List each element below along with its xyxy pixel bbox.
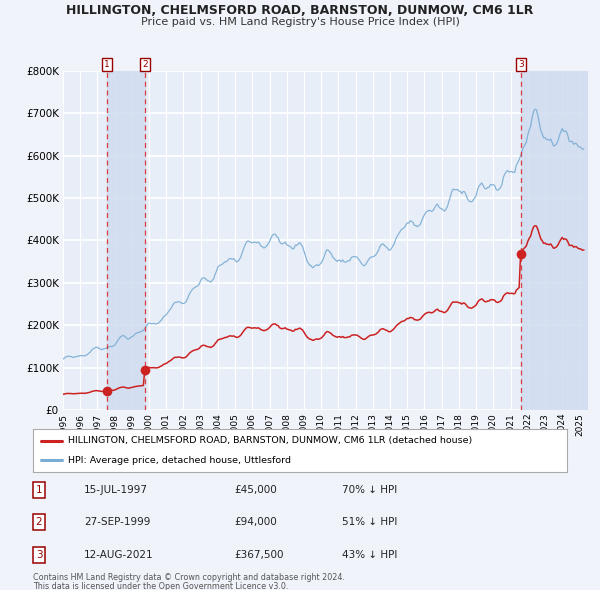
Text: 12-AUG-2021: 12-AUG-2021 xyxy=(84,550,154,559)
Text: 27-SEP-1999: 27-SEP-1999 xyxy=(84,517,151,527)
Bar xyxy=(521,71,588,410)
Text: This data is licensed under the Open Government Licence v3.0.: This data is licensed under the Open Gov… xyxy=(33,582,289,590)
Text: 51% ↓ HPI: 51% ↓ HPI xyxy=(342,517,397,527)
Text: Contains HM Land Registry data © Crown copyright and database right 2024.: Contains HM Land Registry data © Crown c… xyxy=(33,573,345,582)
Text: 2: 2 xyxy=(35,517,43,527)
Text: 43% ↓ HPI: 43% ↓ HPI xyxy=(342,550,397,559)
Text: 2: 2 xyxy=(142,60,148,69)
Bar xyxy=(107,71,145,410)
Text: 70% ↓ HPI: 70% ↓ HPI xyxy=(342,485,397,494)
Text: HILLINGTON, CHELMSFORD ROAD, BARNSTON, DUNMOW, CM6 1LR (detached house): HILLINGTON, CHELMSFORD ROAD, BARNSTON, D… xyxy=(68,436,472,445)
Text: £94,000: £94,000 xyxy=(234,517,277,527)
Text: HILLINGTON, CHELMSFORD ROAD, BARNSTON, DUNMOW, CM6 1LR: HILLINGTON, CHELMSFORD ROAD, BARNSTON, D… xyxy=(67,4,533,17)
Text: Price paid vs. HM Land Registry's House Price Index (HPI): Price paid vs. HM Land Registry's House … xyxy=(140,17,460,27)
Text: 1: 1 xyxy=(104,60,110,69)
Text: 15-JUL-1997: 15-JUL-1997 xyxy=(84,485,148,494)
Text: 1: 1 xyxy=(35,485,43,494)
Text: 3: 3 xyxy=(518,60,524,69)
Text: £45,000: £45,000 xyxy=(234,485,277,494)
Text: HPI: Average price, detached house, Uttlesford: HPI: Average price, detached house, Uttl… xyxy=(68,456,291,465)
Text: 3: 3 xyxy=(35,550,43,559)
Text: £367,500: £367,500 xyxy=(234,550,284,559)
